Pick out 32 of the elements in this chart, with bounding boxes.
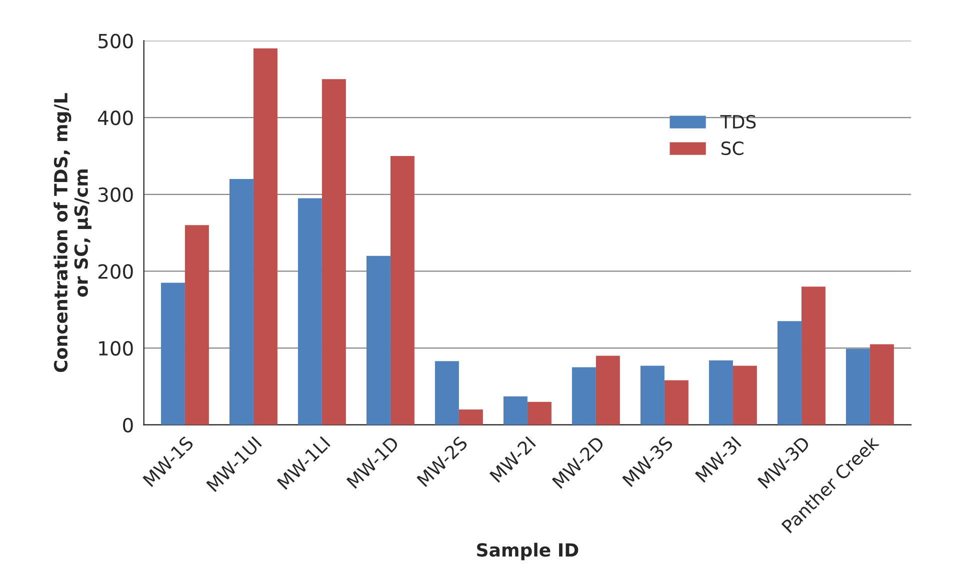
bar: [503, 396, 528, 425]
bar: [870, 344, 894, 425]
legend-label: TDS: [720, 114, 756, 129]
bar: [640, 366, 664, 425]
bar: [801, 286, 826, 425]
y-tick-label: 100: [99, 340, 133, 356]
bar: [777, 321, 802, 425]
bar: [160, 282, 185, 425]
bar: [253, 48, 278, 425]
y-axis-title: Concentration of TDS, mg/L or SC, µS/cm: [54, 93, 92, 372]
bar: [434, 361, 459, 425]
bar: [366, 256, 390, 425]
y-tick-label: 0: [123, 418, 133, 433]
bar: [458, 409, 483, 425]
bar: [572, 367, 596, 425]
bar: [322, 79, 346, 425]
bar: [708, 360, 733, 425]
x-axis-title: Sample ID: [477, 542, 578, 560]
y-tick-label: 200: [98, 264, 133, 279]
bar: [229, 179, 254, 425]
bar: [390, 156, 414, 425]
bar: [298, 198, 322, 425]
bar: [527, 402, 552, 425]
y-tick-label: 300: [98, 187, 133, 202]
bar: [664, 380, 688, 425]
y-tick-label: 500: [98, 34, 133, 48]
bar: [846, 348, 870, 425]
bar: [184, 225, 209, 425]
bar: [596, 356, 620, 425]
legend-label: SC: [722, 141, 744, 156]
bar: [732, 366, 757, 425]
y-tick-label: 400: [98, 110, 133, 126]
